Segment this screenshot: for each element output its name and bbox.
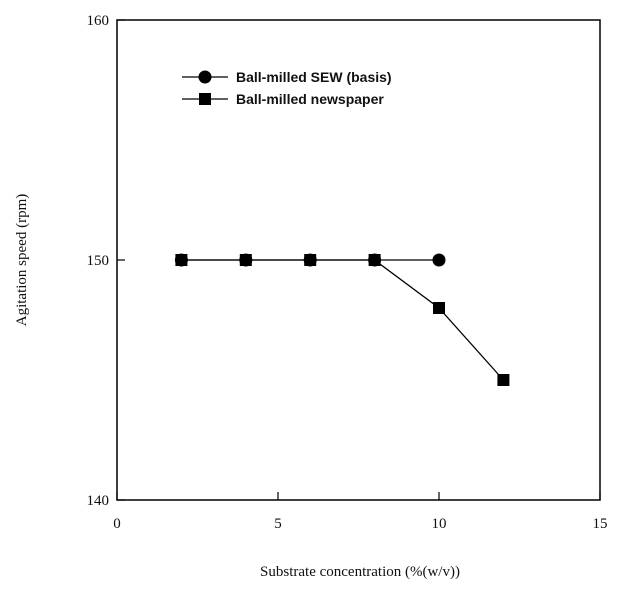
x-tick-label: 10 [432,516,447,532]
x-tick-label: 0 [113,516,121,532]
x-tick-label: 15 [593,516,608,532]
data-point [497,374,510,386]
data-point [239,254,252,266]
y-axis-label: Agitation speed (rpm) [14,194,30,326]
legend-marker [199,93,211,105]
data-point [432,253,446,267]
data-point [175,254,188,266]
series-line [181,259,504,381]
data-point [368,254,381,266]
x-axis-label: Substrate concentration (%(w/v)) [260,564,460,580]
x-tick-label: 5 [274,516,282,532]
y-tick-label: 140 [87,493,110,509]
y-tick-label: 150 [87,253,110,269]
y-tick-label: 160 [87,13,110,29]
data-point [304,254,317,266]
legend-label: Ball-milled newspaper [236,91,384,107]
legend-marker [198,70,212,84]
legend-label: Ball-milled SEW (basis) [236,69,392,85]
data-point [433,302,445,314]
